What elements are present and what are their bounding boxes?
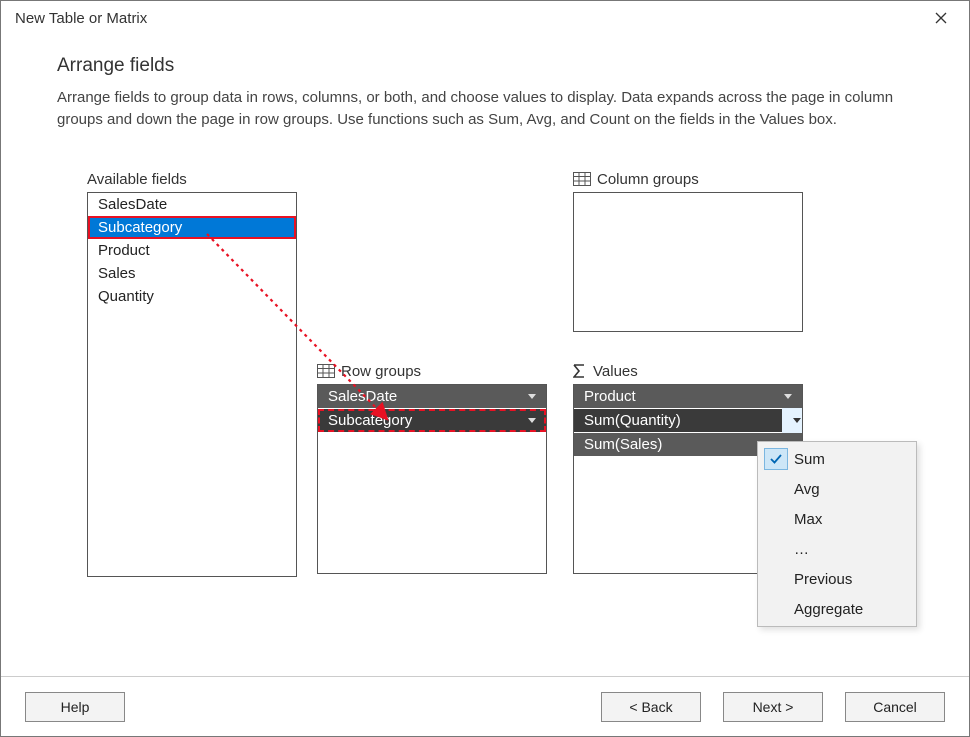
row-groups-label: Row groups bbox=[317, 363, 547, 380]
check-spacer bbox=[764, 538, 788, 560]
menu-item-sum[interactable]: Sum bbox=[760, 444, 914, 474]
available-fields-listbox[interactable]: SalesDate Subcategory Product Sales Quan… bbox=[87, 192, 297, 577]
column-groups-panel: Column groups bbox=[573, 171, 803, 332]
available-fields-panel: Available fields SalesDate Subcategory P… bbox=[87, 171, 297, 577]
field-item[interactable]: Quantity bbox=[88, 285, 296, 308]
row-group-item-drop-target[interactable]: Subcategory bbox=[318, 409, 546, 432]
next-button[interactable]: Next > bbox=[723, 692, 823, 722]
menu-item-label: Avg bbox=[794, 481, 820, 498]
chevron-down-icon[interactable] bbox=[528, 394, 536, 399]
check-icon bbox=[764, 448, 788, 470]
menu-item-previous[interactable]: Previous bbox=[760, 564, 914, 594]
field-item[interactable]: SalesDate bbox=[88, 193, 296, 216]
value-item-active[interactable]: Sum(Quantity) bbox=[574, 409, 802, 433]
close-icon bbox=[935, 12, 947, 24]
row-groups-text: Row groups bbox=[341, 363, 421, 380]
table-icon bbox=[317, 364, 335, 378]
row-groups-panel: Row groups SalesDate Subcategory bbox=[317, 363, 547, 574]
value-item-label: Sum(Sales) bbox=[584, 436, 662, 453]
dropdown-button-active[interactable] bbox=[782, 408, 803, 434]
check-spacer bbox=[764, 598, 788, 620]
help-button[interactable]: Help bbox=[25, 692, 125, 722]
check-spacer bbox=[764, 568, 788, 590]
close-button[interactable] bbox=[921, 4, 961, 32]
column-groups-text: Column groups bbox=[597, 171, 699, 188]
cancel-button[interactable]: Cancel bbox=[845, 692, 945, 722]
menu-item-label: … bbox=[794, 541, 809, 558]
back-button[interactable]: < Back bbox=[601, 692, 701, 722]
field-item[interactable]: Product bbox=[88, 239, 296, 262]
column-groups-listbox[interactable] bbox=[573, 192, 803, 332]
chevron-down-icon[interactable] bbox=[528, 418, 536, 423]
menu-item-max[interactable]: Max bbox=[760, 504, 914, 534]
table-icon bbox=[573, 172, 591, 186]
button-bar: Help < Back Next > Cancel bbox=[1, 676, 969, 736]
sigma-icon bbox=[573, 364, 587, 378]
check-spacer bbox=[764, 478, 788, 500]
row-group-item[interactable]: SalesDate bbox=[318, 385, 546, 409]
row-groups-listbox[interactable]: SalesDate Subcategory bbox=[317, 384, 547, 574]
values-text: Values bbox=[593, 363, 638, 380]
value-item-label: Product bbox=[584, 388, 636, 405]
value-item-label: Sum(Quantity) bbox=[584, 412, 681, 429]
menu-item-label: Aggregate bbox=[794, 601, 863, 618]
dialog-title: New Table or Matrix bbox=[15, 10, 921, 27]
values-label: Values bbox=[573, 363, 803, 380]
menu-item-label: Sum bbox=[794, 451, 825, 468]
menu-item-avg[interactable]: Avg bbox=[760, 474, 914, 504]
dialog-wizard: New Table or Matrix Arrange fields Arran… bbox=[0, 0, 970, 737]
row-group-item-label: SalesDate bbox=[328, 388, 397, 405]
menu-item-label: Max bbox=[794, 511, 822, 528]
titlebar: New Table or Matrix bbox=[1, 1, 969, 35]
menu-item-label: Previous bbox=[794, 571, 852, 588]
menu-item-more[interactable]: … bbox=[760, 534, 914, 564]
chevron-down-icon[interactable] bbox=[784, 394, 792, 399]
menu-item-aggregate[interactable]: Aggregate bbox=[760, 594, 914, 624]
page-description: Arrange fields to group data in rows, co… bbox=[57, 87, 913, 131]
available-fields-label: Available fields bbox=[87, 171, 297, 188]
aggregate-menu[interactable]: Sum Avg Max … Previous Aggregate bbox=[757, 441, 917, 627]
field-item-selected[interactable]: Subcategory bbox=[88, 216, 296, 239]
column-groups-label: Column groups bbox=[573, 171, 803, 188]
check-spacer bbox=[764, 508, 788, 530]
field-item[interactable]: Sales bbox=[88, 262, 296, 285]
page-heading: Arrange fields bbox=[57, 55, 913, 77]
value-item[interactable]: Product bbox=[574, 385, 802, 409]
row-group-item-label: Subcategory bbox=[328, 412, 412, 429]
